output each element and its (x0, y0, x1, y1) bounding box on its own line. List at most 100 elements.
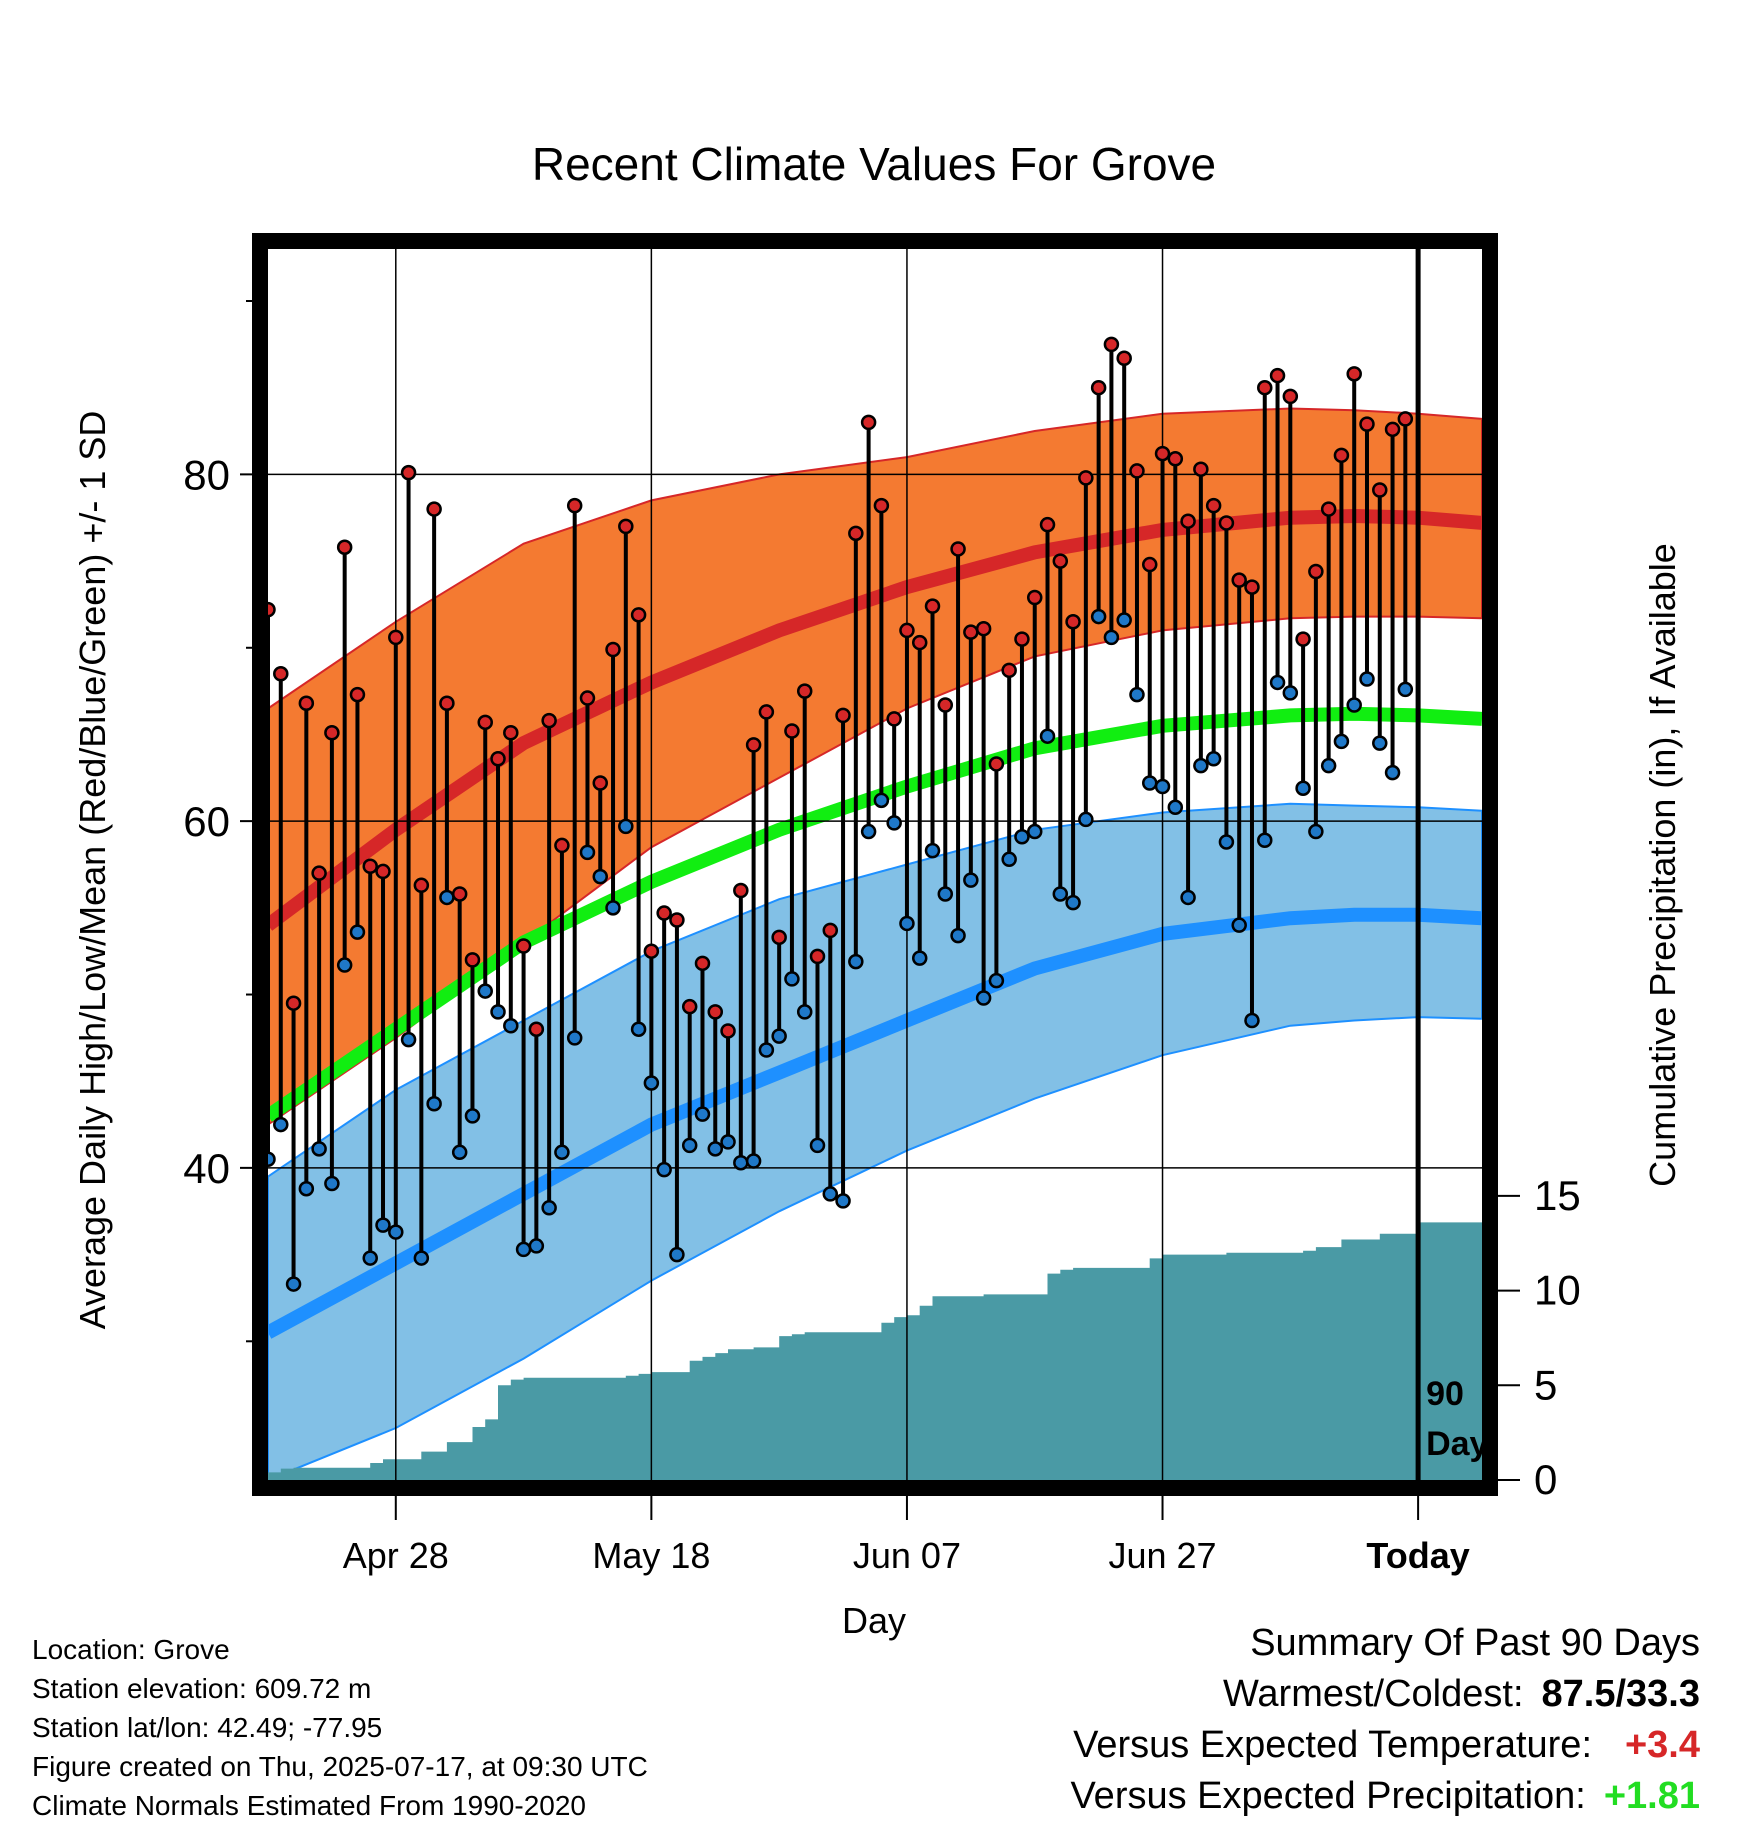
daily-low-point (1078, 811, 1094, 828)
daily-low-point (362, 1250, 378, 1266)
daily-low-point (694, 1106, 711, 1122)
daily-high-point (1372, 482, 1388, 498)
daily-low-point (1065, 894, 1081, 911)
daily-high-point (439, 695, 455, 712)
daily-low-point (298, 1180, 315, 1197)
daily-high-point (1308, 563, 1324, 580)
today-label-days-word: Days (1426, 1425, 1507, 1463)
daily-low-point (554, 1144, 570, 1161)
daily-low-point (477, 983, 493, 999)
y2-tick-label: 10 (1534, 1267, 1581, 1314)
daily-low-point (1359, 671, 1375, 687)
daily-high-point (451, 886, 468, 902)
daily-high-point (1090, 379, 1107, 396)
daily-low-point (268, 1151, 276, 1167)
daily-low-point (336, 957, 353, 973)
daily-high-point (1257, 379, 1273, 396)
daily-high-point (1269, 367, 1286, 384)
daily-high-point (1346, 366, 1362, 382)
daily-high-point (477, 714, 493, 731)
daily-low-point (1205, 750, 1222, 767)
daily-low-point (784, 971, 800, 987)
daily-high-point (1180, 513, 1196, 529)
daily-low-point (733, 1154, 749, 1171)
daily-low-point (1141, 775, 1158, 791)
daily-low-point (899, 915, 915, 932)
daily-high-point (311, 865, 327, 881)
daily-high-point (950, 541, 966, 557)
daily-low-point (771, 1028, 787, 1044)
daily-low-point (1014, 829, 1030, 845)
x-axis-label: Day (842, 1600, 906, 1641)
latlon-text: Station lat/lon: 42.49; -77.95 (32, 1712, 383, 1743)
plot-frame (252, 233, 1498, 1496)
daily-high-point (796, 683, 813, 699)
daily-high-point (669, 912, 685, 928)
daily-high-point (911, 634, 928, 651)
daily-high-point (566, 497, 583, 514)
daily-high-point (975, 620, 992, 637)
daily-high-point (541, 712, 557, 729)
daily-high-point (937, 697, 954, 713)
daily-low-point (886, 815, 902, 831)
daily-high-point (1052, 553, 1069, 569)
summary-temp-row: Versus Expected Temperature: +3.4 (1070, 1720, 1700, 1771)
daily-low-point (1333, 733, 1350, 750)
daily-low-point (873, 792, 890, 809)
x-tick-label: Today (1366, 1535, 1469, 1576)
daily-low-point (515, 1241, 532, 1258)
daily-low-point (656, 1161, 672, 1178)
temp-value: +3.4 (1624, 1724, 1700, 1766)
daily-high-point (426, 501, 442, 517)
daily-low-point (285, 1276, 302, 1292)
chart-title: Recent Climate Values For Grove (532, 138, 1216, 190)
daily-high-point (1078, 470, 1094, 486)
summary-panel: Summary Of Past 90 Days Warmest/Coldest:… (1070, 1618, 1700, 1822)
daily-high-point (273, 666, 289, 682)
daily-high-point (835, 707, 851, 724)
daily-low-point (643, 1075, 660, 1091)
daily-high-point (413, 877, 430, 894)
daily-low-point (1295, 780, 1311, 796)
daily-low-point (528, 1238, 545, 1254)
daily-high-point (1231, 572, 1247, 588)
daily-low-point (1384, 764, 1401, 781)
daily-high-point (1359, 416, 1375, 432)
y2-tick-label: 0 (1534, 1456, 1557, 1503)
daily-low-point (1231, 917, 1247, 933)
daily-high-point (643, 943, 660, 959)
daily-low-point (1052, 886, 1069, 902)
daily-low-point (324, 1175, 340, 1192)
daily-low-point (1244, 1012, 1260, 1029)
summary-title: Summary Of Past 90 Days (1250, 1622, 1700, 1664)
daily-low-point (1026, 823, 1043, 840)
daily-low-point (490, 1004, 506, 1020)
summary-prcp-row: Versus Expected Precipitation: +1.81 (1070, 1771, 1700, 1822)
station-metadata: Location: Grove Station elevation: 609.7… (32, 1630, 648, 1825)
daily-low-point (707, 1141, 724, 1157)
daily-high-point (924, 598, 941, 614)
daily-high-point (268, 601, 276, 618)
daily-high-point (375, 863, 391, 880)
summary-warm-row: Warmest/Coldest: 87.5/33.3 (1070, 1669, 1700, 1720)
x-tick-label: May 18 (592, 1535, 710, 1576)
daily-low-point (1320, 757, 1337, 774)
daily-low-point (451, 1144, 468, 1161)
daily-low-point (375, 1217, 391, 1233)
x-tick-label: Jun 27 (1108, 1535, 1216, 1576)
daily-low-point (618, 818, 634, 835)
low-normal-line (268, 907, 1482, 1339)
daily-high-point (592, 775, 609, 791)
y2-tick-label: 15 (1534, 1172, 1581, 1219)
daily-high-point (963, 624, 979, 640)
daily-high-point (886, 711, 902, 727)
location-text: Location: Grove (32, 1634, 230, 1665)
y-tick-label: 80 (183, 451, 230, 498)
daily-low-point (1308, 823, 1324, 840)
y2-axis-label: Cumulative Precipitation (in), If Availa… (1642, 543, 1683, 1187)
daily-low-point (630, 1021, 647, 1037)
daily-high-point (694, 955, 711, 972)
daily-low-point (349, 924, 366, 940)
daily-low-point (1090, 608, 1107, 625)
